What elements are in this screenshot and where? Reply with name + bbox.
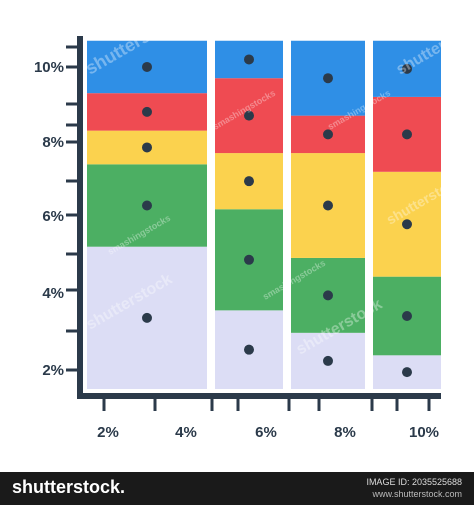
column-2-segment-lavender-dot	[244, 344, 254, 355]
column-1-segment-lavender-dot	[142, 312, 152, 323]
watermark-text: shutterstock	[244, 0, 325, 28]
x-tick-label: 10%	[409, 424, 439, 441]
y-tick-label: 2%	[42, 362, 64, 379]
column-2-segment-red-dot	[244, 110, 254, 121]
column-1-segment-yellow-dot	[142, 142, 152, 153]
column-2-segment-green-dot	[244, 254, 254, 265]
column-2-segment-blue-dot	[244, 54, 254, 65]
column-4-segment-green-dot	[402, 310, 412, 321]
tick-labels-layer: 2% 4% 6% 8% 10% 2% 4% 6% 8% 10%	[34, 59, 439, 441]
column-1-segment-blue-dot	[142, 61, 152, 72]
site-url: www.shutterstock.com	[372, 489, 462, 499]
image-id-text: IMAGE ID: 2035525688	[366, 477, 462, 487]
column-3-segment-red-dot	[323, 129, 333, 140]
y-tick-label: 10%	[34, 59, 64, 76]
column-4-segment-yellow-dot	[402, 219, 412, 230]
stacked-column-chart: 2%4%6%8%10%2% 4% 6% 8% 10% shutterstock shutt…	[33, 0, 441, 441]
column-1-segment-green-dot	[142, 200, 152, 211]
x-tick-label: 6%	[255, 424, 277, 441]
axes-layer	[66, 36, 441, 411]
x-tick-label: 2%	[97, 424, 119, 441]
columns-layer	[87, 40, 441, 389]
column-3-segment-blue-dot	[323, 73, 333, 84]
y-tick-label: 6%	[42, 208, 64, 225]
column-3-segment-green-dot	[323, 290, 333, 301]
column-4-segment-blue-dot	[402, 63, 412, 74]
footer-brand: shutterstock.	[12, 477, 126, 497]
column-1-segment-red-dot	[142, 106, 152, 117]
column-4-segment-red-dot	[402, 129, 412, 140]
column-3-segment-yellow-dot	[323, 200, 333, 211]
column-4-segment-lavender-dot	[402, 367, 412, 378]
y-tick-label: 4%	[42, 285, 64, 302]
x-tick-label: 8%	[334, 424, 356, 441]
footer-bar: shutterstock. IMAGE ID: 2035525688 www.s…	[0, 472, 474, 505]
column-2-segment-yellow-dot	[244, 176, 254, 187]
column-3-segment-lavender-dot	[323, 355, 333, 366]
x-tick-label: 4%	[175, 424, 197, 441]
y-tick-label: 8%	[42, 134, 64, 151]
